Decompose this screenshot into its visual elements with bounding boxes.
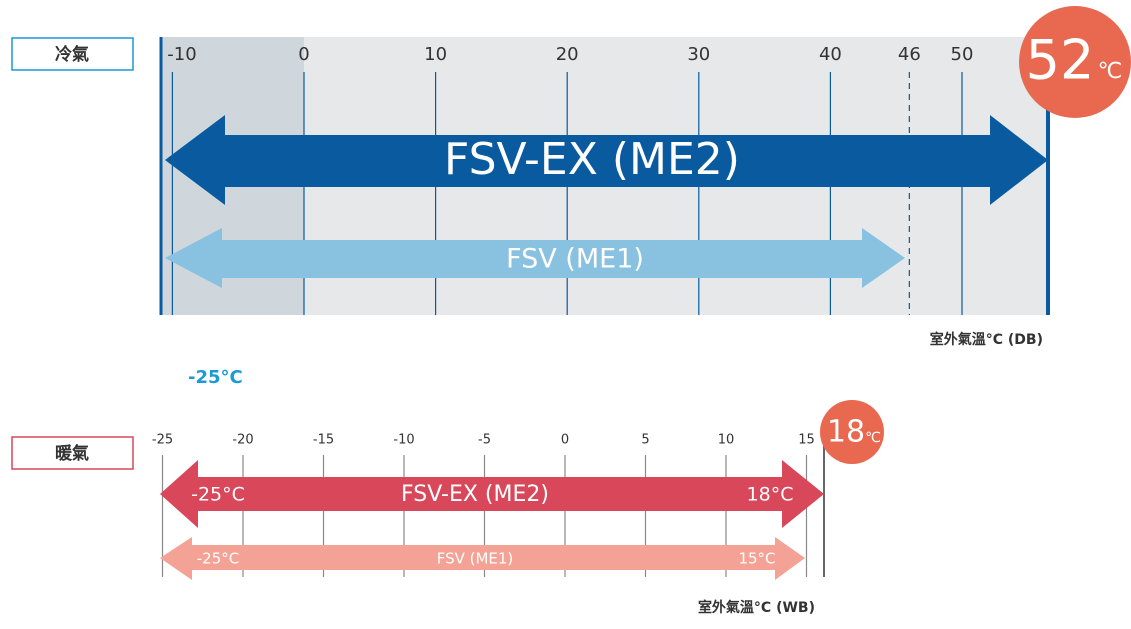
fsv-ex-arrow bbox=[160, 460, 824, 528]
badge-value: 18 bbox=[827, 415, 865, 450]
tick-label: 0 bbox=[298, 44, 309, 65]
tick-label: 10 bbox=[718, 433, 735, 448]
axis-label: 室外氣溫°C (DB) bbox=[930, 331, 1043, 348]
badge bbox=[1019, 6, 1131, 118]
arrow-label: FSV-EX (ME2) bbox=[444, 134, 740, 185]
tick-label: -15 bbox=[313, 433, 334, 448]
tick-label: 30 bbox=[687, 44, 710, 65]
tick-label: -10 bbox=[167, 44, 196, 65]
tick-label: 20 bbox=[556, 44, 579, 65]
note: -25°C bbox=[188, 367, 243, 388]
badge-unit: ℃ bbox=[865, 430, 881, 446]
tick-label: -20 bbox=[232, 433, 253, 448]
tick-label: 50 bbox=[951, 44, 974, 65]
tick-label: 10 bbox=[424, 44, 447, 65]
arrow-label: -25°C bbox=[197, 550, 239, 568]
fsv-ex-arrow bbox=[165, 115, 1048, 205]
arrow-label: -25°C bbox=[191, 484, 245, 506]
badge-value: 52 bbox=[1026, 29, 1095, 92]
tick-label: -5 bbox=[478, 433, 491, 448]
tick-label: 5 bbox=[641, 433, 649, 448]
arrow-label: FSV-EX (ME2) bbox=[401, 482, 549, 507]
tick-label: 0 bbox=[561, 433, 569, 448]
arrow-label: FSV (ME1) bbox=[506, 244, 644, 275]
badge-unit: ℃ bbox=[1098, 59, 1123, 84]
tag-label: 冷氣 bbox=[55, 44, 89, 65]
fsv-arrow bbox=[165, 228, 905, 288]
heating-tag bbox=[11, 436, 134, 470]
fsv-arrow bbox=[160, 537, 805, 580]
tick-label: 46 bbox=[898, 44, 921, 65]
tick-label: -10 bbox=[393, 433, 414, 448]
cooling-tag bbox=[11, 37, 134, 71]
axis-label: 室外氣溫°C (WB) bbox=[698, 599, 815, 616]
tick-label: 40 bbox=[819, 44, 842, 65]
tick-label: 15 bbox=[798, 433, 815, 448]
arrow-label: 15°C bbox=[738, 550, 775, 568]
tick-label: -25 bbox=[152, 433, 173, 448]
tag-label: 暖氣 bbox=[55, 443, 89, 464]
arrow-label: FSV (ME1) bbox=[437, 550, 514, 568]
badge bbox=[820, 400, 884, 464]
arrow-label: 18°C bbox=[747, 484, 794, 506]
